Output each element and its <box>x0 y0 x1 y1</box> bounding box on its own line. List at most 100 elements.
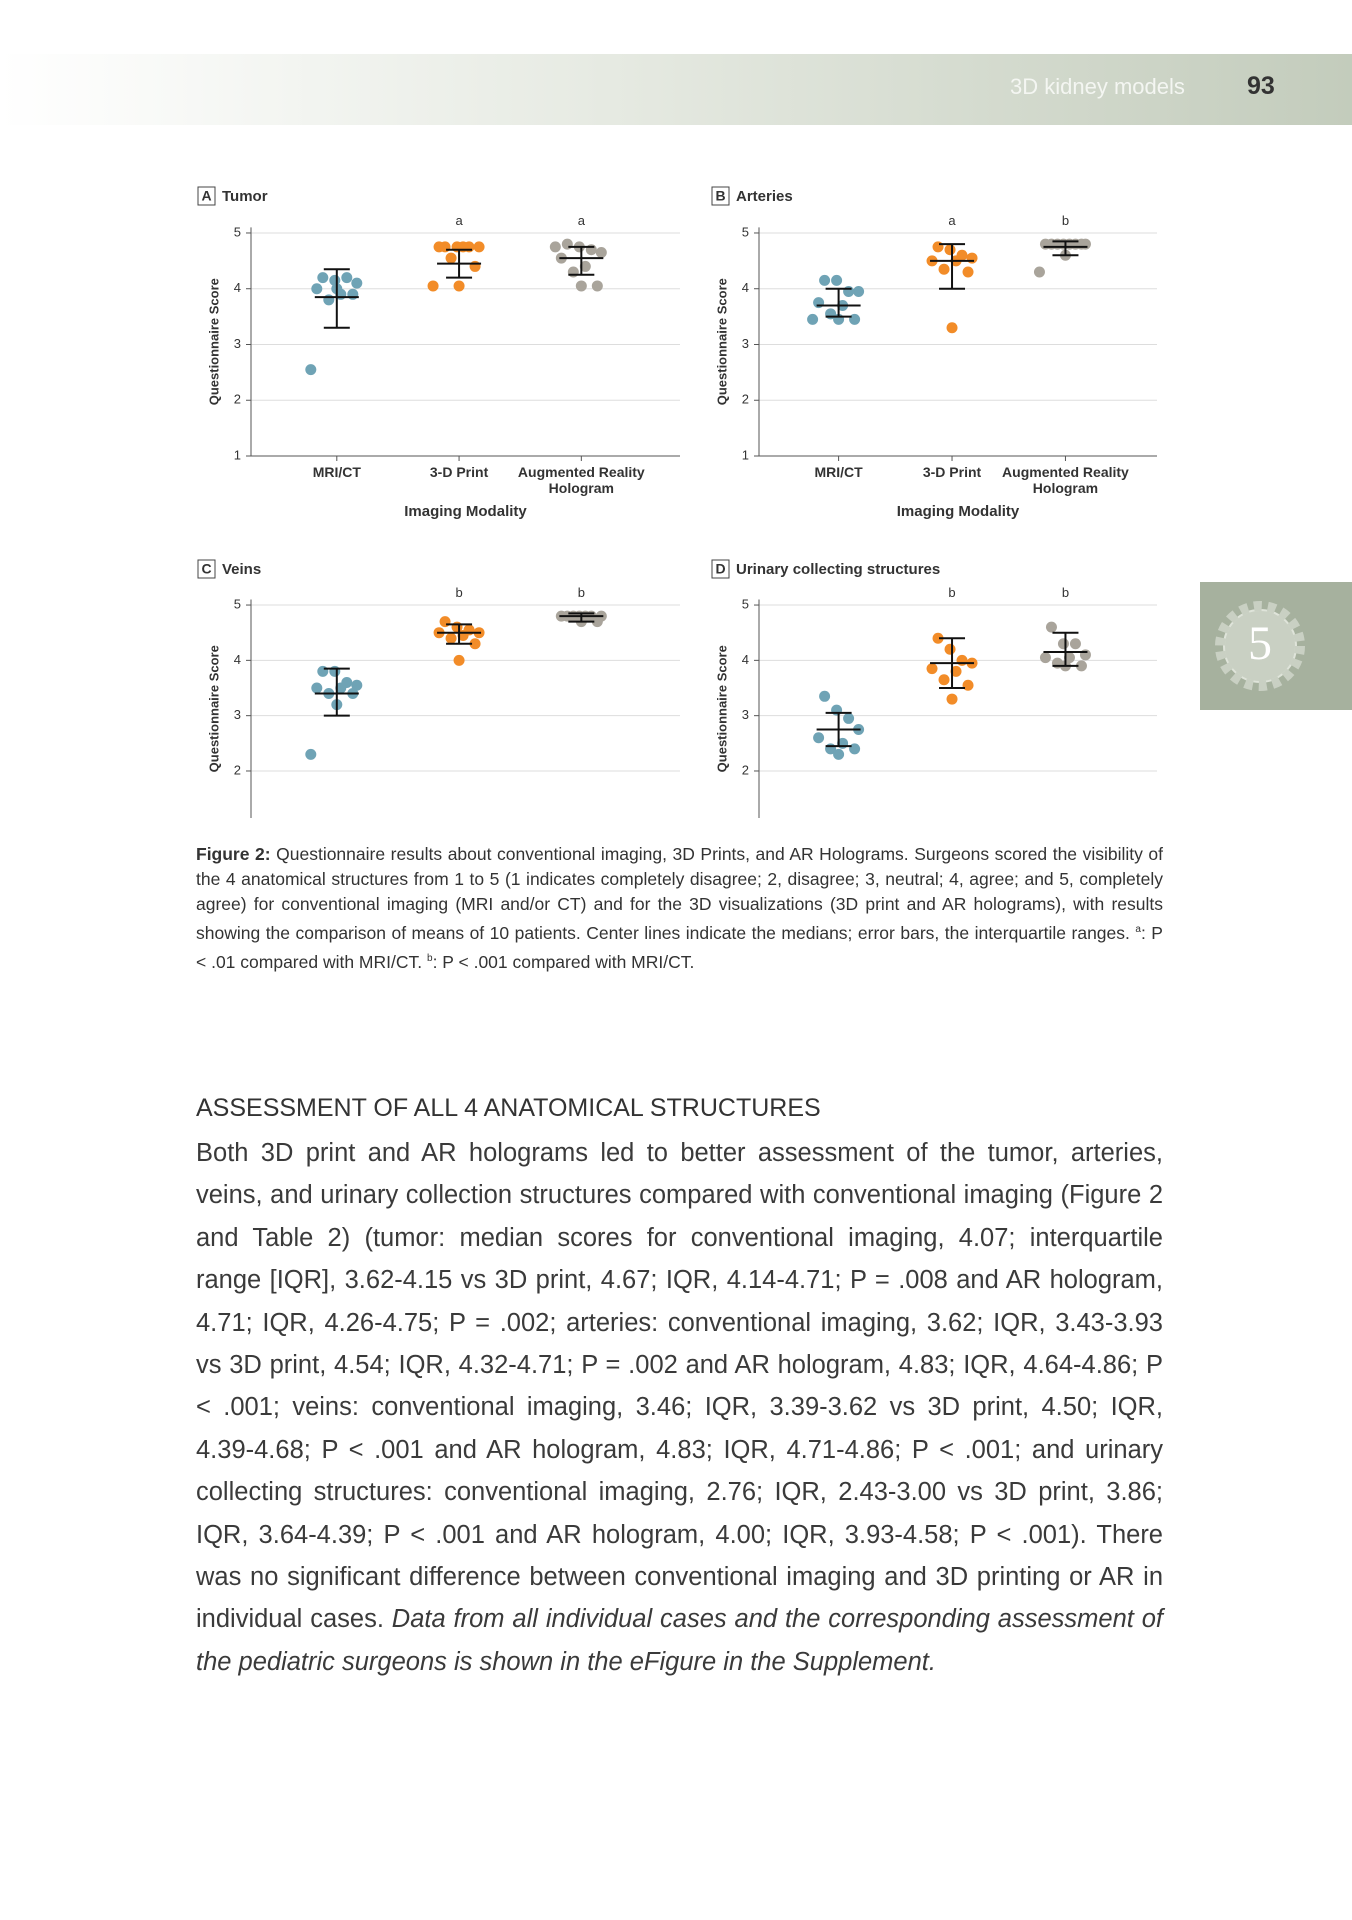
paragraph: Both 3D print and AR holograms led to be… <box>196 1139 1163 1634</box>
data-point <box>453 280 465 292</box>
data-point <box>926 663 938 675</box>
data-point <box>335 682 347 694</box>
data-point <box>311 283 323 295</box>
data-point <box>966 252 978 264</box>
y-tick-label: 3 <box>742 707 749 722</box>
data-point <box>317 272 329 284</box>
y-tick-label: 2 <box>742 762 749 777</box>
data-point <box>591 616 603 628</box>
data-point <box>962 266 974 278</box>
data-point <box>956 654 968 666</box>
data-point <box>938 263 950 275</box>
panel-letter: C <box>201 561 211 577</box>
y-axis-label: Questionnaire Score <box>714 645 729 772</box>
x-axis-label: Imaging Modality <box>404 503 527 520</box>
chapter-number: 5 <box>1248 617 1272 670</box>
data-point <box>351 679 363 691</box>
header-band <box>0 54 1352 125</box>
data-point <box>311 682 323 694</box>
data-point <box>849 743 861 755</box>
data-point <box>944 244 956 256</box>
paragraph-italic: Data from all individual cases and the c… <box>196 1605 1163 1676</box>
section-heading: ASSESSMENT OF ALL 4 ANATOMICAL STRUCTURE… <box>196 1094 821 1122</box>
running-title: 3D kidney models <box>1010 74 1185 99</box>
y-tick-label: 3 <box>742 336 749 351</box>
chapter-tab-icon: 5 <box>1215 601 1305 691</box>
data-point <box>567 266 579 278</box>
data-point <box>831 274 843 286</box>
data-point <box>932 241 944 253</box>
data-point <box>439 616 451 628</box>
data-point <box>1045 621 1057 633</box>
data-point <box>323 294 335 306</box>
data-point <box>1039 652 1051 664</box>
panel-letter-box <box>711 559 730 579</box>
data-point <box>843 712 855 724</box>
data-point <box>946 693 958 705</box>
data-point <box>341 272 353 284</box>
significance-label: b <box>455 585 462 600</box>
data-point <box>1079 649 1091 661</box>
data-point <box>813 297 825 309</box>
panel-title: Arteries <box>736 188 793 205</box>
panel-letter: B <box>715 188 725 204</box>
y-axis-label: Questionnaire Score <box>206 645 221 772</box>
data-point <box>427 280 439 292</box>
panel-title: Urinary collecting structures <box>736 561 940 578</box>
y-tick-label: 2 <box>234 392 241 407</box>
data-point <box>1039 238 1051 250</box>
page-number: 93 <box>1247 72 1275 100</box>
note-mark: b <box>427 952 433 964</box>
data-point <box>819 690 831 702</box>
panel-letter-box <box>197 559 216 579</box>
significance-label: b <box>1062 585 1069 600</box>
data-point <box>938 674 950 686</box>
data-point <box>473 241 485 253</box>
data-point <box>849 313 861 325</box>
panel-letter-box <box>197 186 216 206</box>
significance-label: b <box>948 585 955 600</box>
data-point <box>445 632 457 644</box>
figure: A Tumor 1 2 3 4 5 Questionnaire Score Imaging Mo… <box>196 178 1166 818</box>
y-tick-label: 2 <box>742 392 749 407</box>
y-axis-label: Questionnaire Score <box>206 278 221 405</box>
data-point <box>944 643 956 655</box>
data-point <box>347 288 359 300</box>
data-point <box>591 280 603 292</box>
body-text: Both 3D print and AR holograms led to be… <box>196 1132 1163 1683</box>
x-tick-label: MRI/CT <box>814 464 863 480</box>
y-tick-label: 3 <box>234 336 241 351</box>
panel-title: Veins <box>222 561 261 578</box>
x-tick-label: Augmented Reality Hologram <box>1002 464 1129 496</box>
data-point <box>329 665 341 677</box>
data-point <box>1075 238 1087 250</box>
significance-label: a <box>948 213 956 228</box>
data-point <box>831 704 843 716</box>
note-text: : P < .01 compared with MRI/CT. <box>196 922 1163 972</box>
data-point <box>351 277 363 289</box>
figure-caption: Figure 2: Questionnaire results about co… <box>196 842 1163 975</box>
data-point <box>843 286 855 298</box>
y-tick-label: 3 <box>234 707 241 722</box>
caption-text: Questionnaire results about conventional… <box>196 844 1163 943</box>
data-point <box>1051 238 1063 250</box>
data-point <box>950 665 962 677</box>
y-tick-label: 4 <box>234 280 241 295</box>
data-point <box>813 732 825 744</box>
panel-letter: A <box>201 188 211 204</box>
data-point <box>1063 652 1075 664</box>
y-tick-label: 5 <box>742 224 749 239</box>
data-point <box>575 280 587 292</box>
significance-label: b <box>1062 213 1069 228</box>
chapter-tab: 5 <box>1200 582 1352 710</box>
x-axis-label: Imaging Modality <box>897 503 1020 520</box>
x-tick-label: MRI/CT <box>312 464 361 480</box>
significance-label: a <box>455 213 463 228</box>
data-point <box>469 260 481 272</box>
data-point <box>946 322 958 334</box>
y-axis-label: Questionnaire Score <box>714 278 729 405</box>
figure-charts: A Tumor 1 2 3 4 5 Questionnaire Score Imaging Mo… <box>197 186 1157 818</box>
data-point <box>305 364 317 376</box>
data-point <box>305 748 317 760</box>
